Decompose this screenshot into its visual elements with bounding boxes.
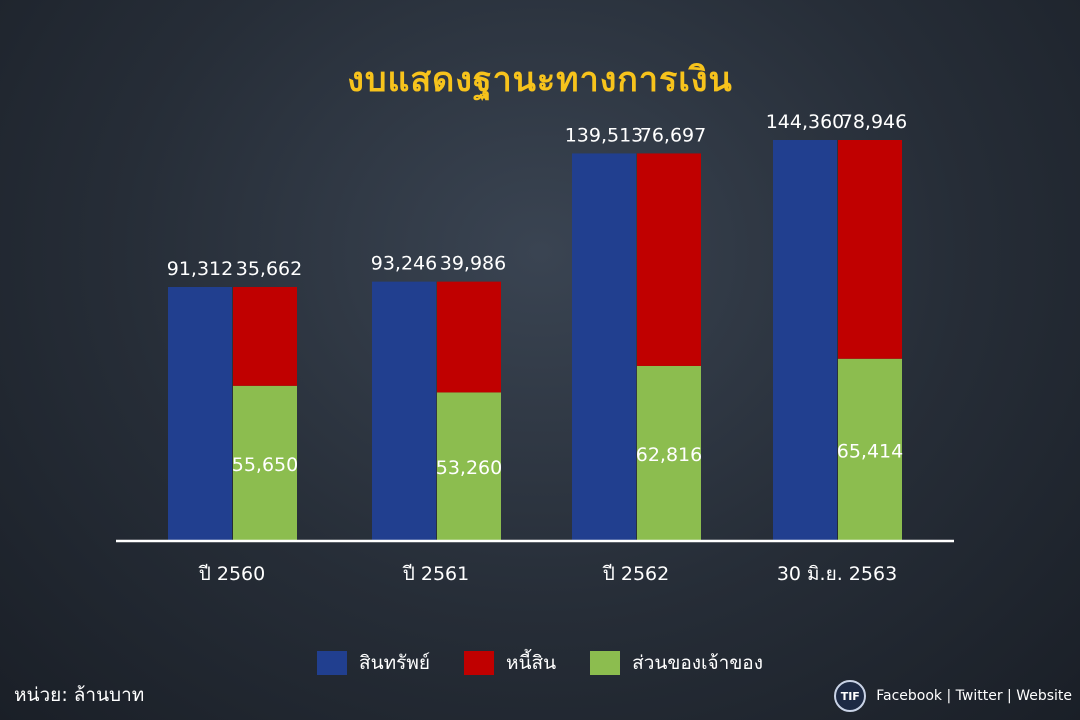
assets-bar	[773, 140, 837, 540]
x-tick-label: ปี 2560	[198, 563, 265, 585]
legend-label-liabilities: หนี้สิน	[505, 652, 557, 674]
equity-data-label: 53,260	[436, 457, 502, 479]
chart-title: งบแสดงฐานะทางการเงิน	[347, 60, 733, 100]
liabilities-bar	[637, 153, 701, 366]
social-links: Facebook | Twitter | Website	[876, 688, 1072, 704]
legend-item-equity: ส่วนของเจ้าของ	[590, 648, 763, 678]
bar-chart: 91,312 35,662 55,650 ปี 2560 93,246 39,986 53,…	[167, 111, 907, 585]
equity-data-label: 55,650	[232, 454, 298, 476]
assets-data-label: 93,246	[371, 253, 437, 275]
legend-swatch-assets	[317, 651, 347, 675]
assets-data-label: 139,513	[565, 124, 644, 146]
assets-data-label: 91,312	[167, 258, 233, 280]
equity-data-label: 62,816	[636, 444, 702, 466]
equity-bar	[233, 385, 297, 540]
legend: สินทรัพย์ หนี้สิน ส่วนของเจ้าของ	[0, 648, 1080, 678]
legend-label-equity: ส่วนของเจ้าของ	[632, 652, 763, 674]
legend-item-liabilities: หนี้สิน	[463, 648, 557, 678]
assets-bar	[168, 286, 232, 540]
assets-data-label: 144,360	[766, 111, 845, 133]
equity-data-label: 65,414	[837, 440, 903, 462]
x-tick-label: ปี 2562	[602, 563, 669, 585]
equity-bar	[437, 392, 501, 540]
legend-swatch-equity	[590, 651, 621, 675]
assets-bar	[572, 153, 636, 541]
liabilities-bar	[838, 140, 902, 359]
liabilities-data-label: 78,946	[841, 111, 907, 133]
liabilities-data-label: 39,986	[440, 253, 506, 275]
legend-label-assets: สินทรัพย์	[359, 652, 430, 674]
equity-bar	[838, 358, 902, 540]
equity-bar	[637, 365, 701, 540]
liabilities-bar	[233, 286, 297, 386]
x-tick-label: 30 มิ.ย. 2563	[777, 563, 897, 585]
legend-item-assets: สินทรัพย์	[317, 648, 430, 678]
unit-label: หน่วย: ล้านบาท	[14, 684, 145, 706]
assets-bar	[372, 281, 436, 540]
liabilities-data-label: 76,697	[640, 124, 706, 146]
tif-logo: TIF	[834, 680, 867, 712]
legend-swatch-liabilities	[463, 651, 494, 675]
liabilities-bar	[437, 281, 501, 393]
x-tick-label: ปี 2561	[402, 563, 469, 585]
footer: TIF Facebook | Twitter | Website	[834, 680, 1072, 712]
liabilities-data-label: 35,662	[236, 258, 302, 280]
